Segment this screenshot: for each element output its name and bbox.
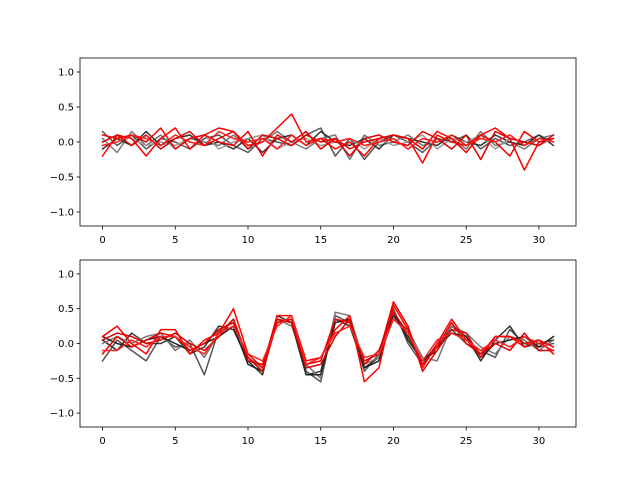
- bottom-x-tick-label: 5: [172, 436, 178, 447]
- top-series-line-7: [101, 130, 555, 150]
- bottom-series-group: [101, 301, 555, 383]
- bottom-y-tick-label: 1.0: [58, 269, 74, 280]
- bottom-y-tick-label: 0.5: [58, 304, 74, 315]
- top-series-line-0: [101, 127, 555, 161]
- top-x-tick-label: 10: [242, 235, 255, 246]
- top-subplot: 0 5 10 15 20 25 30 −1.0 −0.5 0.0 0.5 1.0: [50, 57, 577, 246]
- bottom-x-tick-label: 25: [460, 436, 473, 447]
- bottom-x-tick-label: 0: [99, 436, 105, 447]
- bottom-series-line-6: [101, 311, 555, 369]
- top-y-tick-label: −1.0: [50, 208, 74, 219]
- top-x-tick-label: 5: [172, 235, 178, 246]
- top-x-tick-label: 15: [314, 235, 327, 246]
- bottom-y-tick-label: −0.5: [50, 374, 74, 385]
- bottom-y-tick-label: −1.0: [50, 409, 74, 420]
- bottom-x-tick-label: 20: [387, 436, 400, 447]
- bottom-subplot: 0 5 10 15 20 25 30 −1.0 −0.5 0.0 0.5 1.0: [50, 259, 577, 447]
- top-series-line-5: [101, 127, 555, 157]
- bottom-x-tick-label: 10: [242, 436, 255, 447]
- bottom-x-tick-label: 15: [314, 436, 327, 447]
- top-x-tick-label: 0: [99, 235, 105, 246]
- top-y-tick-label: 1.0: [58, 68, 74, 79]
- top-y-tick-label: −0.5: [50, 173, 74, 184]
- bottom-x-tick-label: 30: [533, 436, 546, 447]
- top-y-tick-label: 0.5: [58, 103, 74, 114]
- top-x-tick-label: 25: [460, 235, 473, 246]
- top-x-tick-label: 20: [387, 235, 400, 246]
- bottom-series-line-7: [101, 314, 555, 366]
- bottom-y-tick-label: 0.0: [58, 339, 74, 350]
- top-x-tick-label: 30: [533, 235, 546, 246]
- top-series-group: [101, 113, 555, 171]
- top-y-tick-label: 0.0: [58, 138, 74, 149]
